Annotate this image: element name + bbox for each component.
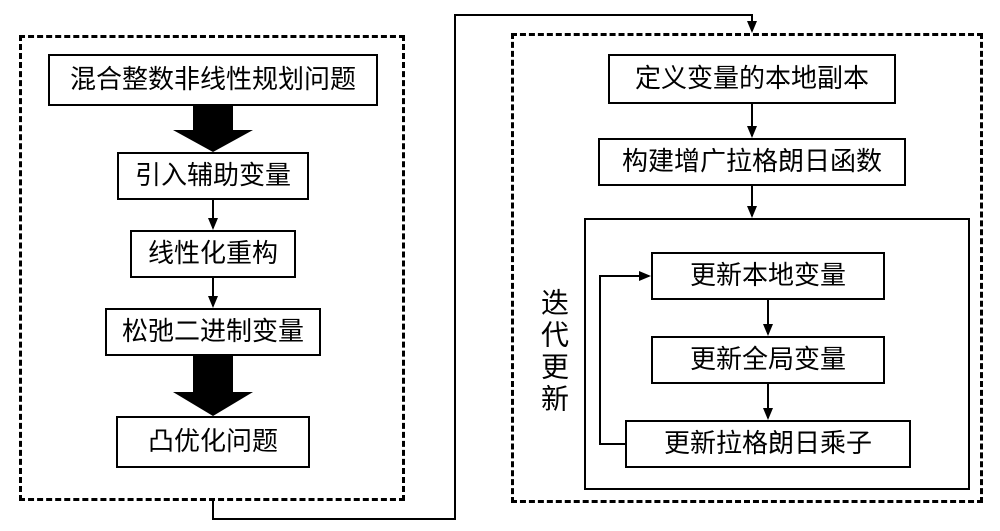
box-label: 引入辅助变量 <box>135 162 291 191</box>
box-update-global: 更新全局变量 <box>651 336 885 384</box>
box-label: 定义变量的本地副本 <box>635 65 869 94</box>
box-label: 线性化重构 <box>148 240 278 269</box>
box-relax-binary: 松弛二进制变量 <box>105 308 321 356</box>
box-label: 更新全局变量 <box>690 346 846 375</box>
box-linearize: 线性化重构 <box>130 230 296 278</box>
box-convex-opt: 凸优化问题 <box>116 416 310 468</box>
box-update-local: 更新本地变量 <box>651 252 885 300</box>
box-label: 混合整数非线性规划问题 <box>70 66 356 95</box>
box-define-local-copy: 定义变量的本地副本 <box>608 54 896 104</box>
box-intro-aux-vars: 引入辅助变量 <box>117 152 309 200</box>
flowchart-canvas: 混合整数非线性规划问题 引入辅助变量 线性化重构 松弛二进制变量 凸优化问题 迭… <box>0 0 1000 531</box>
box-update-lagrange-multipliers: 更新拉格朗日乘子 <box>625 420 911 468</box>
iteration-label: 迭代更新 <box>532 234 572 470</box>
box-label: 更新拉格朗日乘子 <box>664 430 872 459</box>
box-label: 松弛二进制变量 <box>122 318 304 347</box>
box-label: 构建增广拉格朗日函数 <box>622 148 882 177</box>
box-build-aug-lagrangian: 构建增广拉格朗日函数 <box>598 138 906 186</box>
box-label: 凸优化问题 <box>148 428 278 457</box>
box-minlp: 混合整数非线性规划问题 <box>48 54 378 106</box>
box-label: 更新本地变量 <box>690 262 846 291</box>
vertical-text: 迭代更新 <box>532 288 572 416</box>
